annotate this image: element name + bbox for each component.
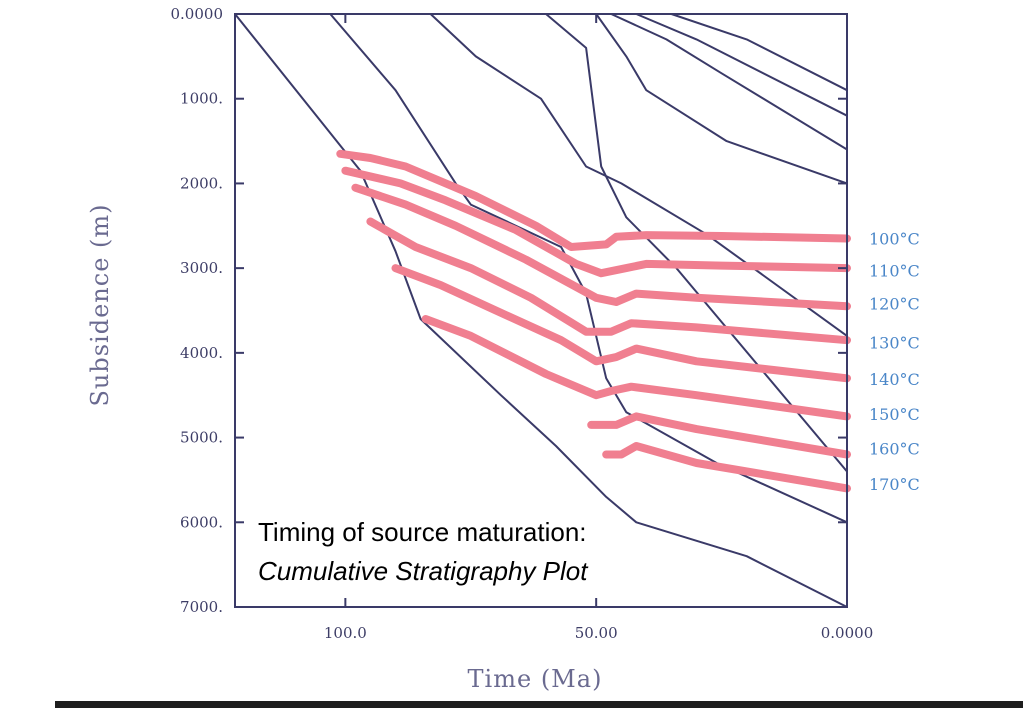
y-tick-label-3: 3000. bbox=[180, 259, 223, 277]
burial-line-6 bbox=[610, 13, 848, 151]
bottom-border-bar bbox=[55, 701, 1023, 708]
isotherm-label-5: 140°C bbox=[869, 370, 920, 389]
x-tick-label-1: 50.00 bbox=[575, 624, 618, 642]
isotherm-line-6 bbox=[421, 315, 851, 421]
y-axis-title: Subsidence (m) bbox=[86, 203, 114, 406]
y-tick-label-7: 7000. bbox=[180, 598, 223, 616]
isotherm-line-8 bbox=[602, 442, 851, 493]
annotation-line-2: Cumulative Stratigraphy Plot bbox=[258, 556, 589, 586]
isotherm-label-2: 110°C bbox=[869, 262, 920, 281]
burial-line-5 bbox=[595, 13, 848, 185]
y-tick-label-0: 0.0000 bbox=[171, 5, 224, 23]
isotherm-label-8: 170°C bbox=[869, 475, 920, 494]
plot-frame bbox=[234, 13, 848, 608]
isotherm-line-3 bbox=[351, 183, 851, 311]
y-tick-label-2: 2000. bbox=[180, 174, 223, 192]
x-tick-label-0: 100.0 bbox=[324, 624, 367, 642]
burial-line-3 bbox=[429, 13, 848, 337]
isotherm-label-1: 100°C bbox=[869, 229, 920, 248]
isotherm-line-5 bbox=[391, 264, 851, 383]
y-tick-label-5: 5000. bbox=[180, 429, 223, 447]
isotherm-labels: 100°C 110°C 120°C 130°C 140°C 150°C 160°C 170°C bbox=[869, 229, 920, 494]
x-axis-title: Time (Ma) bbox=[468, 665, 603, 693]
y-tick-label-4: 4000. bbox=[180, 344, 223, 362]
x-tick-label-2: 0.0000 bbox=[821, 624, 874, 642]
isotherm-line-7 bbox=[587, 412, 851, 459]
isotherm-line-2 bbox=[341, 166, 851, 278]
x-axis-ticks: 100.0 50.00 0.0000 bbox=[324, 14, 873, 642]
isotherm-lines bbox=[336, 149, 851, 493]
isotherm-label-6: 150°C bbox=[869, 405, 920, 424]
isotherm-label-4: 130°C bbox=[869, 334, 920, 353]
burial-line-2 bbox=[329, 13, 848, 524]
burial-line-1 bbox=[234, 13, 848, 608]
y-tick-label-1: 1000. bbox=[180, 90, 223, 108]
isotherm-line-4 bbox=[366, 217, 851, 345]
isotherm-label-3: 120°C bbox=[869, 295, 920, 314]
y-axis-ticks: 0.0000 1000. 2000. 3000. 4000. 5000. 6000. 7000… bbox=[171, 5, 847, 616]
isotherm-label-7: 160°C bbox=[869, 440, 920, 459]
annotation-line-1: Timing of source maturation: bbox=[258, 517, 587, 547]
isotherm-line-1 bbox=[336, 149, 851, 251]
burial-lines bbox=[234, 13, 848, 608]
burial-line-7 bbox=[635, 13, 848, 117]
burial-line-8 bbox=[671, 13, 848, 92]
y-tick-label-6: 6000. bbox=[180, 513, 223, 531]
